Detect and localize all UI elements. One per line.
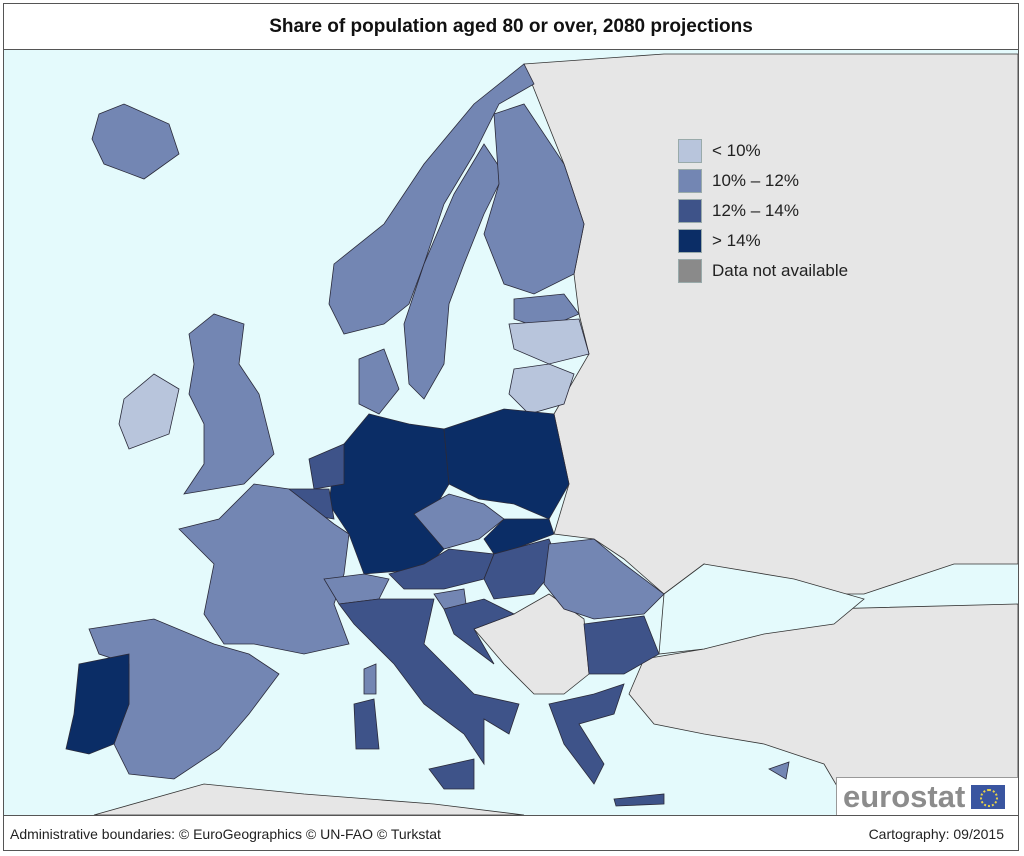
region-crete — [613, 793, 665, 807]
legend-swatch — [678, 169, 702, 193]
region-corsica — [363, 663, 377, 695]
map-legend: < 10% 10% – 12% 12% – 14% > 14% Data not… — [678, 136, 848, 286]
region-france — [178, 483, 350, 655]
cartography-date: Cartography: 09/2015 — [868, 826, 1004, 842]
eu-flag-icon — [971, 785, 1006, 809]
europe-map — [4, 50, 1018, 815]
region-africa — [93, 783, 525, 815]
region-cyprus — [768, 761, 790, 780]
legend-swatch — [678, 229, 702, 253]
region-united-kingdom — [183, 313, 275, 495]
region-switzerland — [323, 573, 390, 605]
legend-item-12-14: 12% – 14% — [678, 196, 848, 226]
legend-label: > 14% — [712, 231, 761, 250]
region-sweden — [403, 143, 505, 400]
region-lithuania — [508, 363, 575, 415]
region-finland — [483, 103, 585, 295]
region-sicily — [428, 758, 475, 790]
legend-item-10-12: 10% – 12% — [678, 166, 848, 196]
map-footer: Administrative boundaries: © EuroGeograp… — [4, 815, 1018, 851]
region-sardinia — [353, 698, 380, 750]
region-italy — [338, 598, 520, 766]
legend-item-not-available: Data not available — [678, 256, 848, 286]
legend-item-under-10: < 10% — [678, 136, 848, 166]
region-denmark — [358, 348, 400, 415]
region-ireland — [118, 373, 180, 450]
region-bulgaria — [583, 615, 660, 675]
legend-swatch — [678, 199, 702, 223]
sources-credit: Administrative boundaries: © EuroGeograp… — [10, 826, 441, 842]
legend-label: 10% – 12% — [712, 171, 799, 190]
map-area: < 10% 10% – 12% 12% – 14% > 14% Data not… — [4, 50, 1018, 815]
region-portugal — [65, 653, 130, 755]
region-black-sea — [658, 563, 865, 655]
region-non-eu-east — [523, 53, 1018, 595]
legend-label: Data not available — [712, 261, 849, 280]
region-norway — [328, 63, 535, 335]
region-greece — [548, 683, 625, 785]
region-croatia — [443, 598, 515, 665]
region-latvia — [508, 318, 590, 365]
map-title: Share of population aged 80 or over, 208… — [4, 4, 1018, 50]
eurostat-wordmark: eurostat — [843, 779, 966, 814]
legend-label: < 10% — [712, 141, 761, 160]
legend-swatch — [678, 139, 702, 163]
region-romania — [543, 538, 665, 620]
legend-item-over-14: > 14% — [678, 226, 848, 256]
region-netherlands — [308, 443, 345, 490]
legend-swatch — [678, 259, 702, 283]
legend-label: 12% – 14% — [712, 201, 799, 220]
eurostat-logo: eurostat — [836, 777, 1018, 815]
region-iceland — [91, 103, 180, 180]
map-figure: Share of population aged 80 or over, 208… — [3, 3, 1019, 851]
